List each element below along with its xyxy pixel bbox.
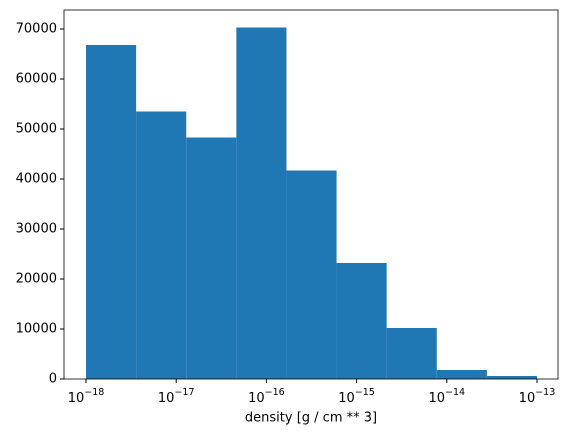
bar [236,27,287,379]
y-tick-label: 30000 [16,222,57,237]
bar [386,328,437,379]
bar [86,45,137,379]
y-tick-label: 10000 [16,322,57,337]
y-tick-label: 50000 [16,122,57,137]
bar [336,263,387,379]
x-tick-label: 10−15 [338,387,375,406]
y-tick-label: 20000 [16,272,57,287]
bar [136,111,187,379]
x-tick-label: 10−14 [428,387,465,406]
x-tick-label: 10−16 [248,387,285,406]
plot-frame [63,9,559,380]
y-tick-label: 40000 [16,172,57,187]
x-tick-label: 10−13 [519,387,556,406]
y-tick-label: 0 [49,372,57,387]
bar [286,170,337,379]
y-tick-label: 70000 [16,22,57,37]
x-tick-label: 10−17 [158,387,195,406]
bar [486,376,537,379]
x-axis-label: density [g / cm ** 3] [245,411,377,426]
bar [186,137,237,379]
x-tick-label: 10−18 [68,387,105,406]
bar [436,370,487,379]
y-tick-label: 60000 [16,72,57,87]
